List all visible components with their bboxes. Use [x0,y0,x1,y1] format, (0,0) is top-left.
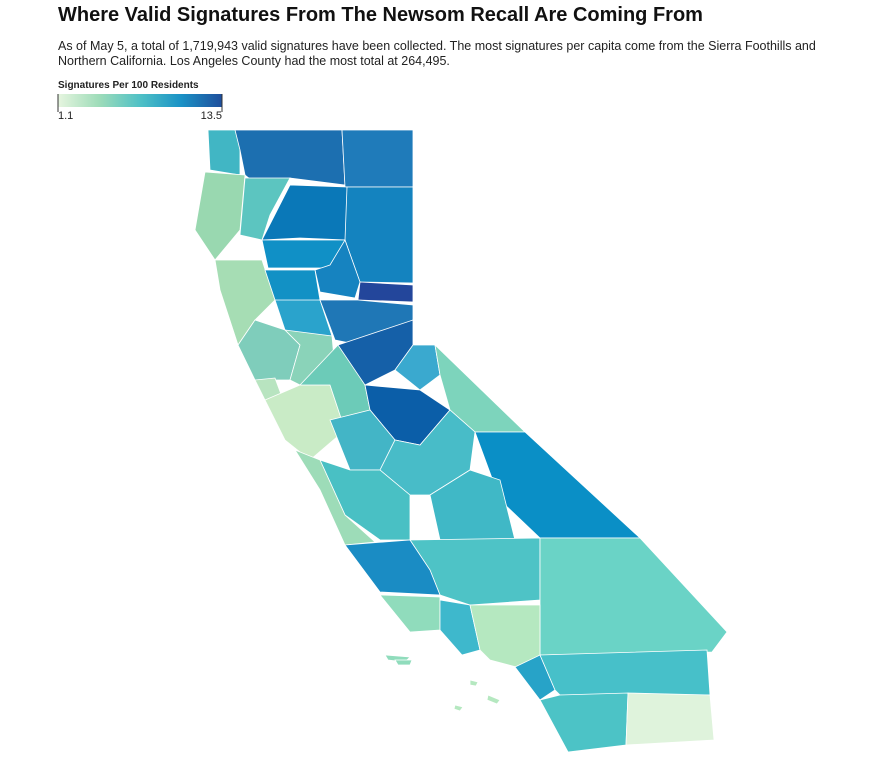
county [539,537,728,656]
legend-max: 13.5 [201,110,222,122]
county [294,449,376,546]
island [394,659,413,666]
county [344,186,414,284]
county [379,594,441,633]
county [469,604,541,669]
county [344,539,441,596]
county [379,409,476,496]
island [486,694,501,705]
legend-min: 1.1 [58,110,73,122]
county [341,129,414,188]
island [469,679,479,687]
county [429,469,516,541]
title: Where Valid Signatures From The Newsom R… [58,4,703,26]
county [319,459,411,541]
legend-scale [58,94,222,107]
subtitle: As of May 5, a total of 1,719,943 valid … [58,39,816,68]
county [439,599,481,656]
county [239,177,291,241]
county [207,129,241,176]
island [453,704,464,712]
county [625,692,715,746]
county [194,171,246,261]
legend-title: Signatures Per 100 Residents [58,80,199,91]
county [539,692,629,753]
counties [194,129,728,753]
county [539,649,711,696]
county [357,281,414,303]
